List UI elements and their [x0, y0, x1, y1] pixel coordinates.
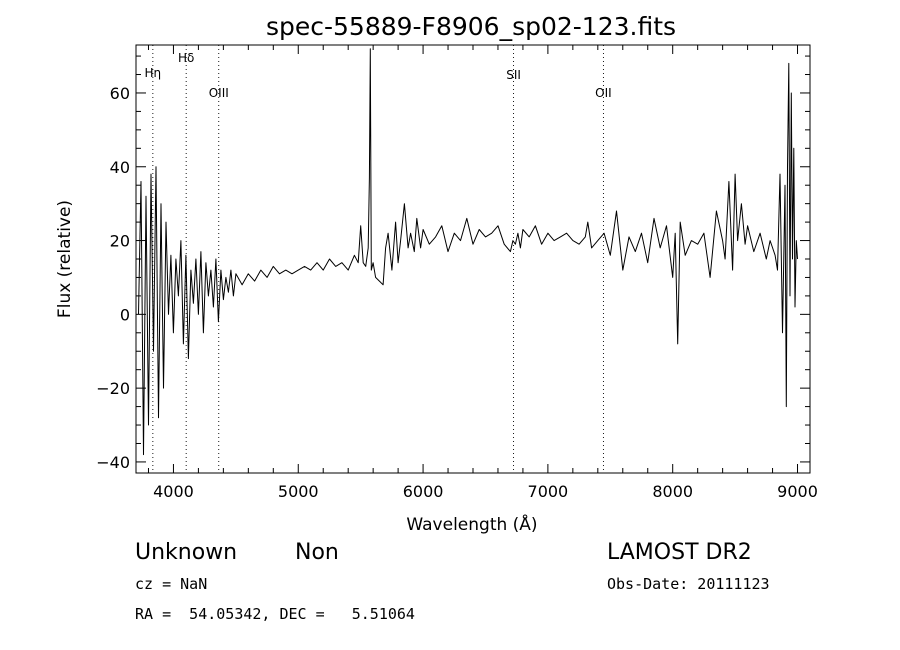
redshift-label: cz = NaN — [135, 575, 208, 593]
line-annotations: Hη Hδ OIII SII OII — [145, 45, 612, 473]
annotation-label: Hδ — [178, 51, 194, 65]
axis-ticks: 4000 5000 6000 7000 8000 9000 −40 −20 0 20 40 60 — [96, 45, 818, 501]
y-tick-label: −40 — [96, 453, 130, 472]
y-tick-label: −20 — [96, 379, 130, 398]
x-tick-label: 9000 — [777, 482, 818, 501]
x-axis-label: Wavelength (Å) — [406, 513, 537, 535]
annotation-label: OIII — [209, 86, 229, 100]
x-tick-label: 8000 — [652, 482, 693, 501]
plot-frame — [135, 44, 811, 474]
y-axis-label: Flux (relative) — [55, 200, 75, 318]
coordinates-label: RA = 54.05342, DEC = 5.51064 — [135, 605, 415, 623]
x-tick-label: 6000 — [403, 482, 444, 501]
y-tick-label: 0 — [120, 305, 130, 324]
observation-date: Obs-Date: 20111123 — [607, 575, 770, 593]
annotation-label: OII — [595, 86, 612, 100]
x-tick-label: 4000 — [153, 482, 194, 501]
annotation-label: SII — [506, 68, 521, 82]
subclass-label: Non — [295, 540, 339, 565]
y-tick-label: 60 — [110, 84, 130, 103]
annotation-label: Hη — [145, 66, 162, 80]
spectrum-line — [138, 48, 798, 456]
spectrum-data — [138, 48, 798, 456]
class-label: Unknown — [135, 540, 238, 565]
y-tick-label: 20 — [110, 232, 130, 251]
x-tick-label: 5000 — [278, 482, 319, 501]
x-tick-label: 7000 — [528, 482, 569, 501]
y-tick-label: 40 — [110, 158, 130, 177]
chart-title: spec-55889-F8906_sp02-123.fits — [266, 12, 676, 41]
survey-label: LAMOST DR2 — [607, 540, 752, 565]
